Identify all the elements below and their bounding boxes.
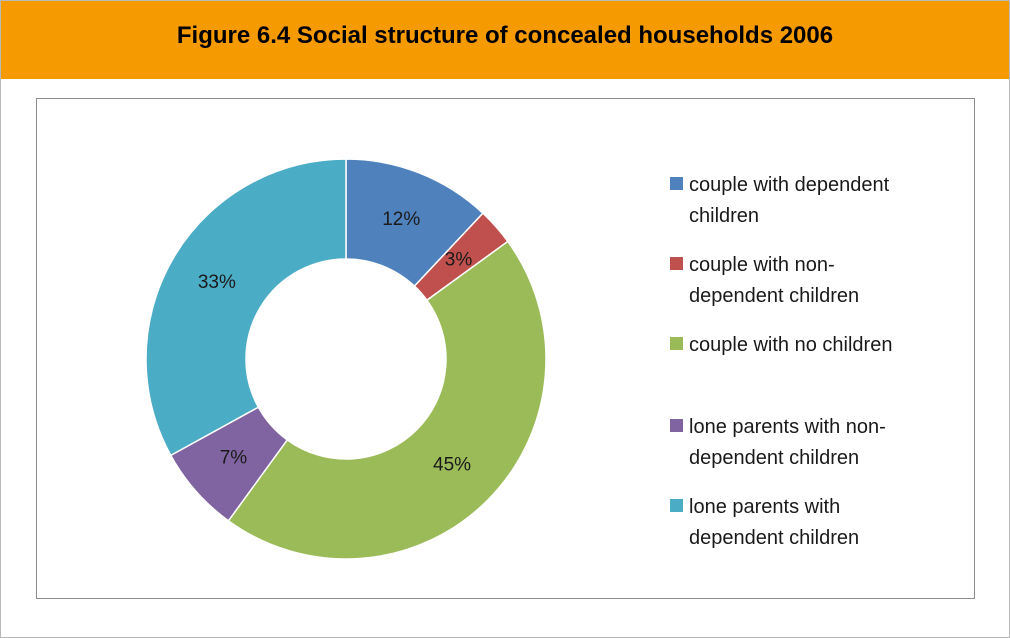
legend-swatch (670, 499, 683, 512)
legend-item-couple-with-dependent-children: couple with dependent children (670, 174, 890, 227)
slice-label-couple-with-no-children: 45% (433, 455, 471, 476)
legend-label: couple with no children (689, 334, 892, 356)
figure-title: Figure 6.4 Social structure of concealed… (176, 22, 834, 49)
legend-item-lone-parents-with-non-dependent-children: lone parents with non-dependent children (670, 416, 886, 469)
legend-label: children (689, 205, 759, 227)
slice-label-lone-parents-with-non-dependent-children: 7% (220, 448, 248, 469)
legend-label: dependent children (689, 447, 859, 469)
legend-label: dependent children (689, 527, 859, 549)
legend-label: dependent children (689, 285, 859, 307)
legend-swatch (670, 177, 683, 190)
figure-title-bar: Figure 6.4 Social structure of concealed… (1, 1, 1009, 79)
legend-item-lone-parents-with-dependent-children: lone parents with dependent children (670, 496, 859, 549)
legend-label: couple with dependent (689, 174, 890, 196)
legend-swatch (670, 257, 683, 270)
slice-lone-parents-with-dependent-children (145, 158, 347, 457)
legend-label: lone parents with non- (689, 416, 886, 438)
slice-couple-with-no-children (227, 240, 547, 560)
legend-label: lone parents with (689, 496, 840, 518)
slice-label-couple-with-non-dependent-children: 3% (445, 249, 473, 270)
donut-slices (145, 158, 547, 560)
legend-label: couple with non- (689, 254, 835, 276)
legend-swatch (670, 337, 683, 350)
slice-labels: 12% 3% 45% 7% 33% (198, 209, 472, 476)
legend-item-couple-with-no-children: couple with no children (670, 334, 892, 356)
legend-item-couple-with-non-dependent-children: couple with non-dependent children (670, 254, 859, 307)
slice-label-lone-parents-with-dependent-children: 33% (198, 272, 236, 293)
slice-label-couple-with-dependent-children: 12% (382, 209, 420, 230)
legend-swatch (670, 419, 683, 432)
